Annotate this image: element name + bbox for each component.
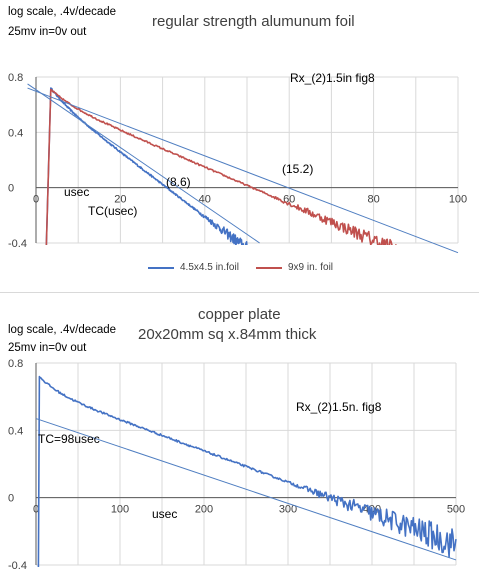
y-scale-note: log scale, .4v/decade — [8, 6, 117, 18]
x-tick-label: 80 — [367, 194, 379, 206]
plot-area — [45, 87, 406, 245]
legend-swatch — [148, 266, 174, 269]
chart-panel-copper: copper plate 20x20mm sq x.84mm thick log… — [0, 292, 479, 577]
x-tick-label: 200 — [195, 504, 213, 516]
annotation-tc-label: TC(usec) — [88, 204, 137, 218]
series-line — [45, 87, 248, 245]
x-tick-label: 0 — [33, 194, 39, 206]
chart-title: regular strength alumunum foil — [152, 13, 355, 30]
y-tick-label: 0 — [8, 493, 14, 505]
legend-swatch — [256, 266, 282, 269]
annotation-tc-b: (15.2) — [282, 162, 313, 176]
y-tick-label: -0.4 — [8, 238, 27, 250]
chart-title: copper plate — [198, 306, 281, 323]
plot-area — [37, 375, 457, 567]
input-note: 25mv in=0v out — [8, 26, 87, 38]
y-tick-label: -0.4 — [8, 560, 27, 572]
y-tick-label: 0.8 — [8, 358, 23, 370]
y-tick-label: 0.4 — [8, 425, 23, 437]
series-line — [37, 375, 457, 567]
trendline — [35, 418, 457, 561]
legend-label: 9x9 in. foil — [288, 262, 334, 273]
x-tick-label: 300 — [279, 504, 297, 516]
annotation-tc-a: (8.6) — [166, 175, 191, 189]
x-axis-label: usec — [152, 507, 177, 521]
series-line — [45, 88, 406, 245]
y-tick-label: 0 — [8, 183, 14, 195]
x-tick-label: 500 — [447, 504, 465, 516]
x-axis-label: usec — [64, 185, 89, 199]
legend-label: 4.5x4.5 in.foil — [180, 262, 239, 273]
y-tick-label: 0.4 — [8, 127, 23, 139]
chart-panel-aluminum: regular strength alumunum foil log scale… — [0, 0, 479, 282]
input-note: 25mv in=0v out — [8, 342, 87, 354]
annotation-rx: Rx_(2)1.5n. fig8 — [296, 400, 382, 414]
x-tick-label: 100 — [111, 504, 129, 516]
trendline — [27, 87, 459, 254]
x-tick-label: 100 — [449, 194, 467, 206]
legend-item-4x4: 4.5x4.5 in.foil — [148, 262, 239, 273]
annotation-tc-label: TC=98usec — [38, 432, 100, 446]
y-scale-note: log scale, .4v/decade — [8, 324, 117, 336]
x-tick-label: 40 — [199, 194, 211, 206]
x-tick-label: 0 — [33, 504, 39, 516]
trendline — [27, 83, 260, 244]
legend-item-9x9: 9x9 in. foil — [256, 262, 333, 273]
y-tick-label: 0.8 — [8, 72, 23, 84]
chart-subtitle: 20x20mm sq x.84mm thick — [138, 326, 317, 343]
annotation-rx: Rx_(2)1.5in fig8 — [290, 71, 375, 85]
x-tick-label: 20 — [114, 194, 126, 206]
